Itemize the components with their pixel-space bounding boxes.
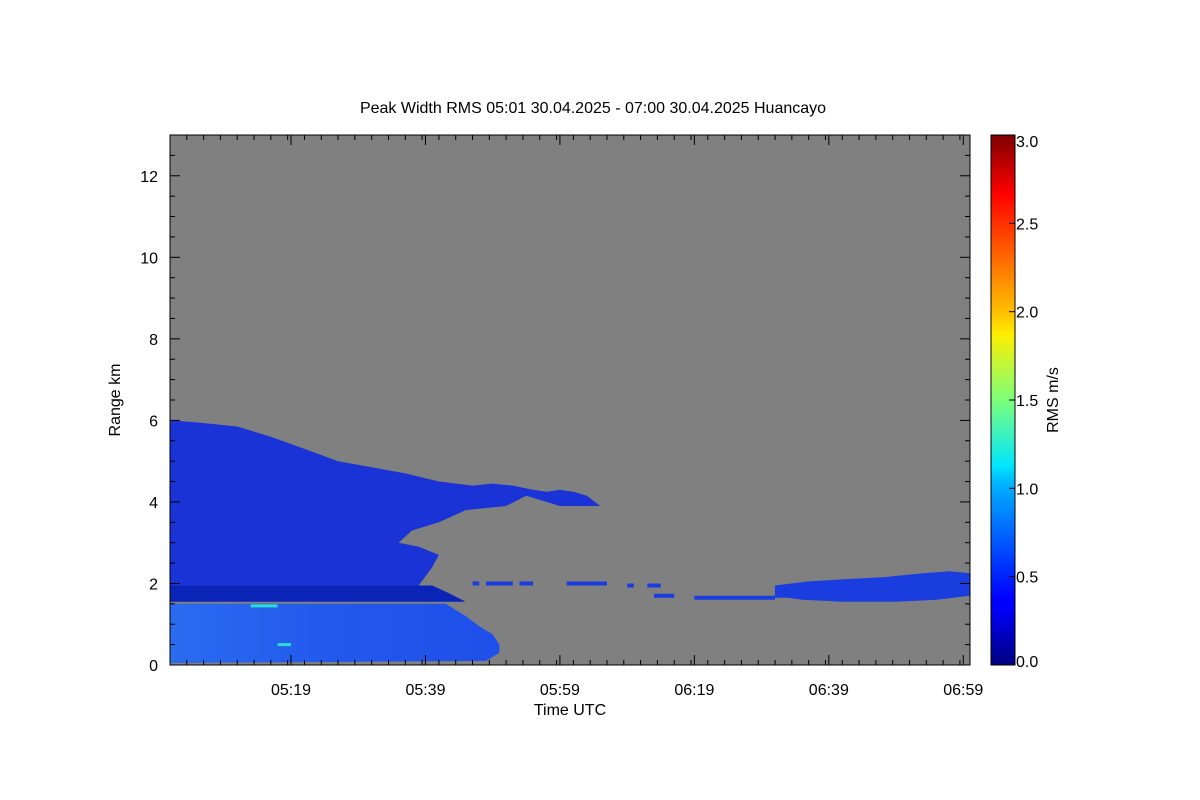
y-tick-label: 6 [149,413,158,430]
x-tick-label: 05:39 [405,682,445,699]
x-axis-label: Time UTC [534,702,606,719]
colorbar-tick-label: 2.0 [1016,305,1038,322]
data-streaks [250,581,802,647]
y-tick-label: 4 [149,495,158,512]
y-tick-label: 8 [149,332,158,349]
y-tick-labels: 0 2 4 6 8 10 12 [140,169,158,675]
x-tick-label: 05:59 [540,682,580,699]
colorbar-tick-label: 0.0 [1016,654,1038,671]
x-tick-label: 06:39 [809,682,849,699]
colorbar-tick-label: 1.5 [1016,393,1038,410]
colorbar-tick-label: 2.5 [1016,216,1038,233]
colorbar-ticks: 0.0 0.5 1.0 1.5 2.0 2.5 3.0 [1009,134,1038,671]
colorbar-tick-label: 1.0 [1016,481,1038,498]
region-evening-layer [775,571,970,602]
region-upper-layer [170,420,601,586]
colorbar-tick-label: 0.5 [1016,570,1038,587]
x-tick-labels: 05:19 05:39 05:59 06:19 06:39 06:59 [271,682,983,699]
x-tick-label: 06:59 [943,682,983,699]
y-tick-label: 10 [140,250,158,267]
chart-title: Peak Width RMS 05:01 30.04.2025 - 07:00 … [360,100,826,117]
region-surface-layer [170,603,500,663]
x-tick-label: 06:19 [674,682,714,699]
region-lower-layer [170,585,466,602]
y-axis-label: Range km [107,364,124,437]
colorbar-label: RMS m/s [1045,367,1062,433]
colorbar-tick-label: 3.0 [1016,134,1038,151]
x-tick-label: 05:19 [271,682,311,699]
y-tick-label: 12 [140,169,158,186]
y-tick-label: 0 [149,658,158,675]
data-regions [170,420,970,663]
axis-ticks [169,134,970,666]
y-tick-label: 2 [149,576,158,593]
